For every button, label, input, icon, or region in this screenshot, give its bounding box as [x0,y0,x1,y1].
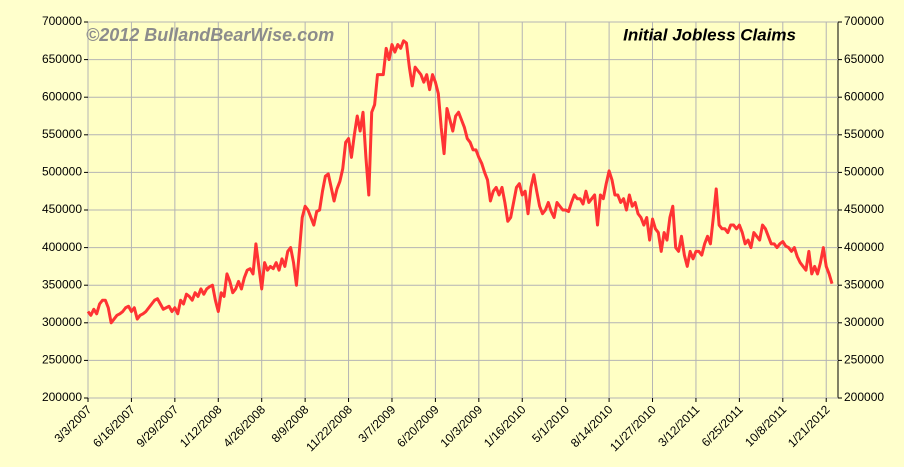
y2-tick-label: 550000 [844,127,884,141]
y-tick-label: 500000 [42,165,82,179]
y-tick-label: 400000 [42,240,82,254]
y2-tick-label: 300000 [844,315,884,329]
y-tick-label: 550000 [42,127,82,141]
chart-title: Initial Jobless Claims [623,25,796,44]
y2-tick-label: 450000 [844,202,884,216]
y-tick-label: 200000 [42,390,82,404]
y2-tick-label: 500000 [844,165,884,179]
grid [87,21,838,399]
y2-tick-label: 600000 [844,89,884,103]
y2-tick-label: 200000 [844,390,884,404]
y2-tick-label: 400000 [844,240,884,254]
y2-tick-label: 250000 [844,353,884,367]
y-tick-label: 650000 [42,52,82,66]
y2-tick-label: 650000 [844,52,884,66]
y-tick-label: 350000 [42,277,82,291]
y-tick-label: 450000 [42,202,82,216]
data-line [86,39,834,325]
y-tick-label: 600000 [42,89,82,103]
y-tick-label: 700000 [42,14,82,28]
watermark: ©2012 BullandBearWise.com [86,25,334,45]
y2-tick-label: 700000 [844,14,884,28]
y-tick-label: 250000 [42,353,82,367]
y-tick-label: 300000 [42,315,82,329]
y2-tick-label: 350000 [844,277,884,291]
